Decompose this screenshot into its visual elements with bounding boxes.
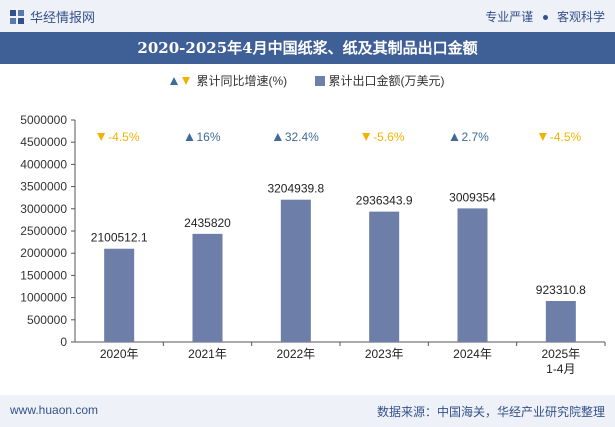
x-tick-label: 2022年 <box>276 347 315 361</box>
tag-right: 客观科学 <box>556 10 605 24</box>
y-tick-label: 4000000 <box>20 157 67 171</box>
y-tick-label: 0 <box>60 335 67 349</box>
x-tick-label: 1-4月 <box>546 362 575 376</box>
x-tick-label: 2020年 <box>100 347 139 361</box>
top-bar: 华经情报网 专业严谨 客观科学 <box>0 0 615 32</box>
y-tick-label: 4500000 <box>20 135 67 149</box>
growth-label: -4.5% <box>550 130 582 144</box>
legend-item-growth[interactable]: 累计同比增速(%) <box>170 72 287 89</box>
bar <box>369 211 400 342</box>
tag-left: 专业严谨 <box>485 10 534 24</box>
bar-value-label: 923310.8 <box>536 283 586 297</box>
brand-name: 华经情报网 <box>30 10 96 25</box>
y-tick-label: 3500000 <box>20 180 67 194</box>
chart-title: 2020-2025年4月中国纸浆、纸及其制品出口金额 <box>0 32 615 64</box>
y-tick-label: 2000000 <box>20 246 67 260</box>
x-tick-label: 2024年 <box>453 347 492 361</box>
bar-value-label: 2100512.1 <box>91 231 148 245</box>
bar-swatch-icon <box>314 75 325 86</box>
growth-label: -4.5% <box>108 130 140 144</box>
growth-label: 16% <box>197 130 221 144</box>
x-tick-label: 2025年 <box>541 347 580 361</box>
y-tick-label: 1000000 <box>20 291 67 305</box>
bar <box>192 233 223 342</box>
bar <box>545 301 576 342</box>
y-tick-label: 3000000 <box>20 202 67 216</box>
growth-up-triangle <box>185 133 194 141</box>
y-tick-label: 5000000 <box>20 113 67 127</box>
legend: 累计同比增速(%) 累计出口金额(万美元) <box>0 72 615 89</box>
bar <box>457 208 488 342</box>
x-tick-label: 2021年 <box>188 347 227 361</box>
x-tick-label: 2023年 <box>365 347 404 361</box>
brand[interactable]: 华经情报网 <box>10 7 95 26</box>
growth-down-triangle <box>362 133 371 141</box>
bar-value-label: 3204939.8 <box>267 182 324 196</box>
y-tick-label: 2500000 <box>20 224 67 238</box>
growth-up-triangle <box>273 133 282 141</box>
growth-up-triangle <box>450 133 459 141</box>
legend-amount-label: 累计出口金额(万美元) <box>328 74 445 88</box>
growth-label: 32.4% <box>285 130 319 144</box>
brand-logo-icon <box>10 9 24 24</box>
footer-site[interactable]: www.huaon.com <box>10 403 99 417</box>
legend-growth-label: 累计同比增速(%) <box>196 74 288 88</box>
bar <box>280 199 311 342</box>
header-tags: 专业严谨 客观科学 <box>485 8 605 25</box>
legend-item-amount[interactable]: 累计出口金额(万美元) <box>314 72 445 89</box>
growth-down-triangle <box>538 133 547 141</box>
bar-value-label: 2936343.9 <box>356 194 413 208</box>
bar <box>104 248 135 342</box>
y-tick-label: 500000 <box>27 313 67 327</box>
bar-value-label: 2435820 <box>184 216 231 230</box>
bar-value-label: 3009354 <box>449 190 496 204</box>
y-tick-label: 1500000 <box>20 268 67 282</box>
separator-dot-icon <box>542 15 548 21</box>
chart-area: 0 500000 1000000 1500000 2000000 2500000 30000… <box>20 113 606 376</box>
footer: www.huaon.com 数据来源：中国海关，华经产业研究院整理 <box>0 395 615 427</box>
footer-source: 数据来源：中国海关，华经产业研究院整理 <box>376 405 605 419</box>
growth-down-triangle <box>97 133 106 141</box>
growth-label: -5.6% <box>373 130 405 144</box>
up-down-triangle-icon <box>170 76 191 85</box>
growth-label: 2.7% <box>462 130 490 144</box>
